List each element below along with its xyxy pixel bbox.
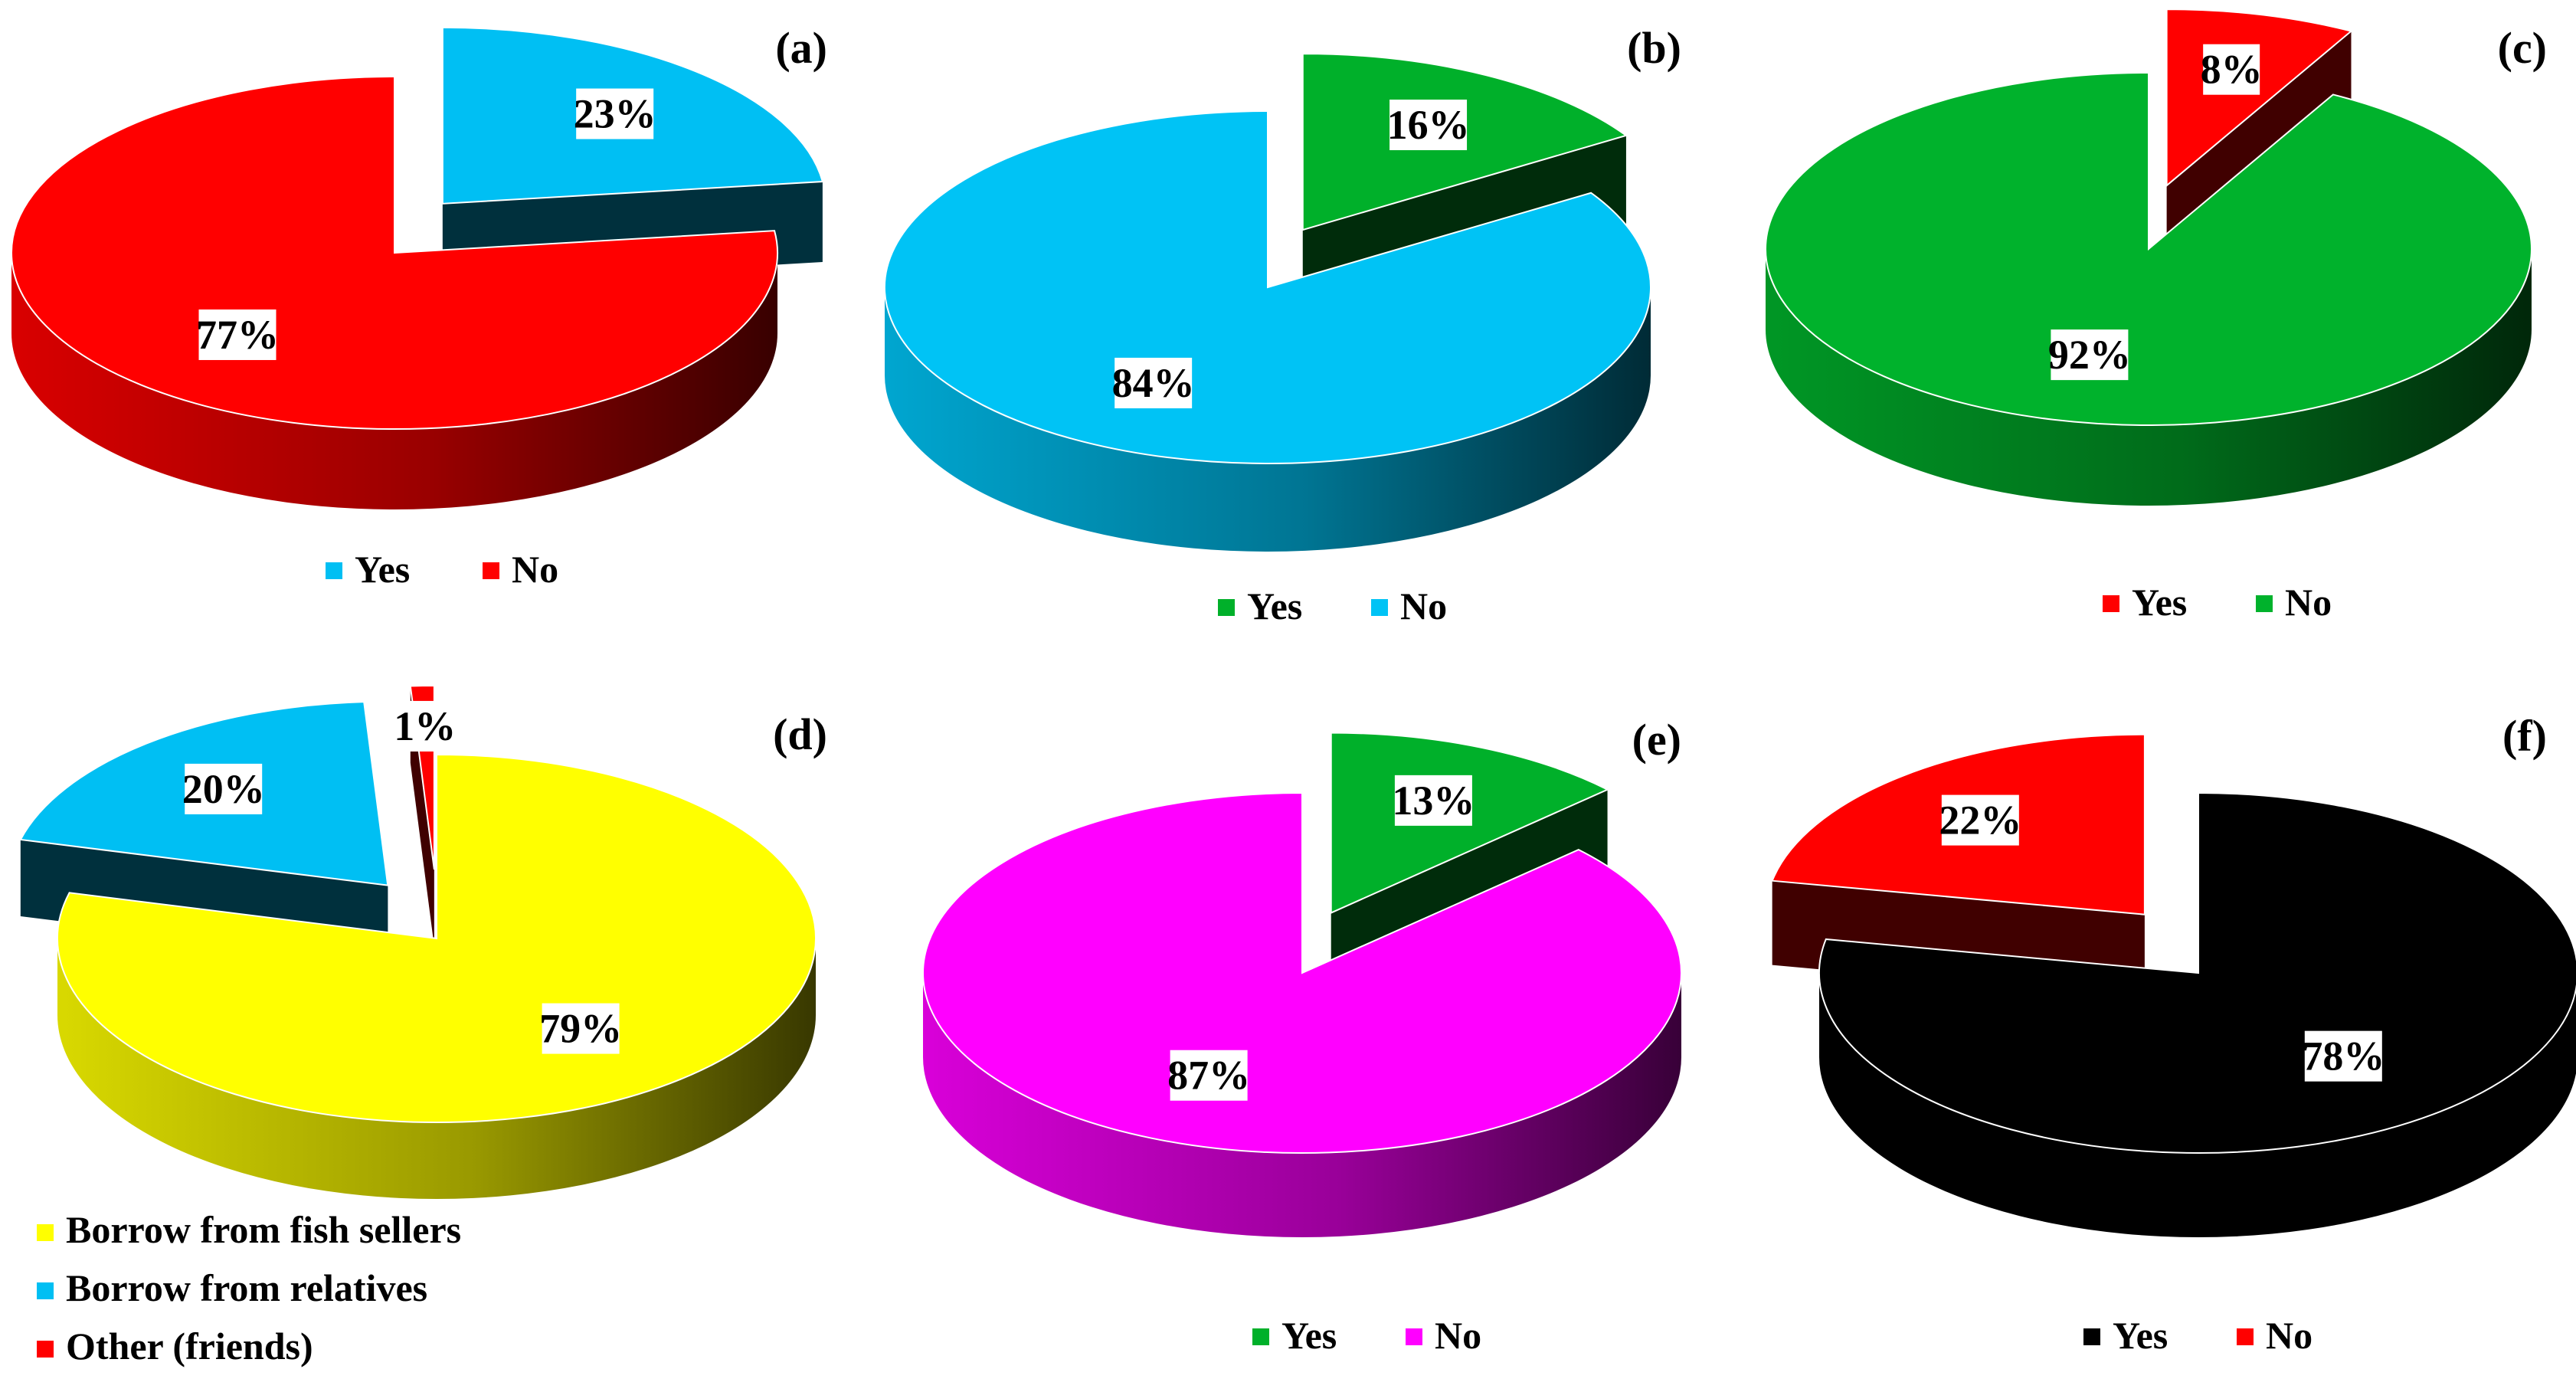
- pie-chart-4: 1% 20% 79% (d): [19, 685, 827, 1199]
- legend-entry: Borrow from fish sellers: [66, 1208, 461, 1251]
- data-label-text: 8%: [2201, 47, 2263, 93]
- pie-slice-no: [922, 791, 1682, 1154]
- pie-slice-borrow-from-fish-sellers: [57, 753, 817, 1123]
- data-label-text: 79%: [539, 1006, 622, 1052]
- pie-slice-no: [1765, 71, 2532, 426]
- panel-label: (e): [1632, 715, 1681, 765]
- legend-entry: No: [512, 548, 558, 591]
- slice-wall: [1819, 973, 2576, 1237]
- legend-entry: No: [1400, 585, 1447, 627]
- pie-chart-1: 23% 77% (a): [11, 23, 827, 509]
- legend-entry: No: [1435, 1314, 1481, 1357]
- data-label: 8%: [2201, 44, 2263, 95]
- pie-chart-6: 22% 78% (f): [1771, 711, 2576, 1237]
- data-label: 77%: [196, 309, 279, 360]
- data-label: 13%: [1392, 775, 1475, 826]
- data-label-text: 78%: [2302, 1033, 2385, 1079]
- legend-swatch: [1406, 1328, 1422, 1345]
- data-label: 16%: [1387, 100, 1470, 151]
- data-label-text: 84%: [1112, 360, 1195, 406]
- legend-entry: Yes: [1247, 585, 1302, 627]
- data-label: 1%: [394, 700, 456, 752]
- pie-slice-yes: [1818, 791, 2576, 1154]
- data-label-text: 87%: [1167, 1053, 1250, 1099]
- data-label-text: 92%: [2048, 332, 2131, 378]
- slice-wall: [885, 287, 1651, 552]
- slice-wall: [57, 938, 816, 1199]
- panel-label: (d): [773, 709, 827, 759]
- panel-label: (c): [2498, 23, 2547, 73]
- legend: Borrow from fish sellers Borrow from rela…: [37, 1208, 461, 1367]
- data-label-text: 22%: [1939, 798, 2021, 843]
- legend: Yes No: [326, 548, 558, 591]
- legend-swatch: [37, 1224, 54, 1241]
- data-label: 20%: [182, 763, 265, 814]
- pie-chart-3: 8% 92% (c): [1765, 8, 2547, 506]
- data-label-text: 23%: [574, 91, 656, 137]
- pie-slice-no: [884, 110, 1651, 464]
- data-label-text: 1%: [394, 703, 456, 749]
- legend-swatch: [2083, 1328, 2100, 1345]
- data-label-text: 13%: [1392, 778, 1475, 824]
- legend-entry: Borrow from relatives: [66, 1266, 427, 1309]
- legend-entry: No: [2266, 1314, 2313, 1357]
- slice-wall: [11, 253, 777, 509]
- data-label: 22%: [1939, 794, 2021, 846]
- legend-entry: No: [2285, 581, 2332, 624]
- data-label: 79%: [539, 1003, 622, 1054]
- legend: Yes No: [1218, 585, 1447, 627]
- data-label: 92%: [2048, 329, 2131, 381]
- pie-chart-2: 16% 84% (b): [884, 23, 1681, 552]
- legend-entry: Yes: [1281, 1314, 1337, 1357]
- panel-label: (b): [1627, 23, 1681, 73]
- legend: Yes No: [2103, 581, 2332, 624]
- legend-swatch: [1371, 599, 1388, 616]
- legend-swatch: [2103, 595, 2119, 612]
- data-label: 78%: [2302, 1030, 2385, 1082]
- data-label: 87%: [1167, 1050, 1250, 1101]
- data-label-text: 20%: [182, 766, 265, 812]
- legend-swatch: [1252, 1328, 1269, 1345]
- legend-swatch: [37, 1341, 54, 1358]
- legend-swatch: [326, 562, 342, 579]
- data-label: 84%: [1112, 357, 1195, 408]
- panel-label: (f): [2502, 711, 2547, 761]
- legend-entry: Yes: [2113, 1314, 2168, 1357]
- data-label: 23%: [574, 88, 656, 139]
- slice-wall: [923, 973, 1681, 1237]
- legend-swatch: [483, 562, 499, 579]
- legend: Yes No: [1252, 1314, 1481, 1357]
- legend-swatch: [37, 1282, 54, 1299]
- legend-entry: Other (friends): [66, 1325, 313, 1367]
- panel-label: (a): [775, 23, 827, 73]
- legend: Yes No: [2083, 1314, 2313, 1357]
- data-label-text: 77%: [196, 312, 279, 358]
- legend-entry: Yes: [355, 548, 410, 591]
- legend-swatch: [2256, 595, 2273, 612]
- legend-swatch: [2237, 1328, 2254, 1345]
- data-label-text: 16%: [1387, 102, 1470, 148]
- legend-entry: Yes: [2132, 581, 2187, 624]
- legend-swatch: [1218, 599, 1235, 616]
- slice-wall: [1766, 249, 2532, 506]
- pie-chart-5: 13% 87% (e): [922, 715, 1682, 1237]
